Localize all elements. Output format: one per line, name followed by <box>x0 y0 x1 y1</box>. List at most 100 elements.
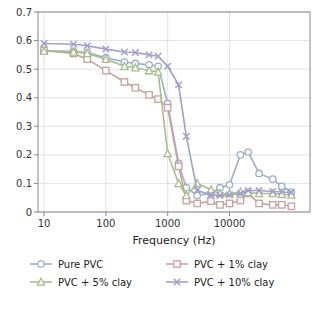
point <box>155 53 161 59</box>
point <box>237 190 243 196</box>
tick <box>34 183 38 184</box>
point <box>226 200 232 206</box>
grid-line <box>43 12 44 212</box>
data <box>40 40 295 209</box>
point <box>40 47 47 54</box>
tick-label: 0.3 <box>16 121 32 132</box>
tick-label: 0.5 <box>16 64 32 75</box>
point <box>288 189 294 195</box>
point <box>194 187 200 193</box>
point <box>41 47 47 53</box>
tick-label: 100 <box>96 218 115 229</box>
legend-marker <box>174 279 180 285</box>
point <box>183 133 189 139</box>
series <box>41 47 295 198</box>
tick-label: 0 <box>26 207 32 218</box>
tick-label: 10000 <box>214 218 246 229</box>
point <box>237 152 243 158</box>
point <box>175 180 182 187</box>
point <box>102 55 109 62</box>
point <box>132 64 139 71</box>
legend-item: PVC + 10% clay <box>166 277 274 288</box>
tick-label: 0.1 <box>16 178 32 189</box>
line <box>44 51 291 196</box>
tick <box>43 212 44 216</box>
tick <box>34 212 38 213</box>
point <box>226 182 232 188</box>
point <box>132 85 138 91</box>
point <box>279 183 285 189</box>
point <box>226 192 232 198</box>
point <box>270 176 276 182</box>
point <box>256 170 262 176</box>
point <box>121 49 127 55</box>
legend-item: PVC + 1% clay <box>166 259 268 270</box>
point <box>217 192 223 198</box>
point <box>270 202 276 208</box>
point <box>208 198 214 204</box>
point <box>164 150 171 157</box>
point <box>84 50 91 57</box>
tick <box>34 97 38 98</box>
line <box>44 51 291 195</box>
legend-marker <box>174 261 180 267</box>
point <box>256 187 262 193</box>
point <box>132 49 138 55</box>
legend-label: PVC + 1% clay <box>194 259 268 270</box>
chart: 00.10.20.30.40.50.60.710100100010000Freq… <box>0 0 320 320</box>
tick <box>229 212 230 216</box>
point <box>70 41 76 47</box>
point <box>84 43 90 49</box>
legend-label: PVC + 5% clay <box>58 277 132 288</box>
point <box>146 92 152 98</box>
point <box>194 200 200 206</box>
point <box>146 52 152 58</box>
point <box>121 62 128 69</box>
grid-line <box>38 40 310 41</box>
grid-line <box>38 183 310 184</box>
tick-label: 0.2 <box>16 149 32 160</box>
legend-label: Pure PVC <box>58 259 103 270</box>
point <box>288 203 294 209</box>
series <box>41 40 295 198</box>
tick <box>34 12 38 13</box>
plot-frame <box>38 12 310 212</box>
tick-label: 1000 <box>155 218 180 229</box>
point <box>270 188 276 194</box>
tick-label: 0.6 <box>16 35 32 46</box>
legend-label: PVC + 10% clay <box>194 277 274 288</box>
plot-area <box>38 12 310 212</box>
point <box>164 105 170 111</box>
point <box>84 49 90 55</box>
tick <box>34 40 38 41</box>
legend: Pure PVC PVC + 1% clay PVC + 5% clay PVC + … <box>30 259 274 288</box>
tick <box>167 212 168 216</box>
grid-line <box>105 12 106 212</box>
point <box>256 200 262 206</box>
point <box>175 82 181 88</box>
point <box>245 149 251 155</box>
point <box>145 67 152 74</box>
legend-marker <box>37 278 44 285</box>
point <box>103 46 109 52</box>
axes: 00.10.20.30.40.50.60.710100100010000 <box>16 7 310 230</box>
point <box>245 187 251 193</box>
point <box>183 192 190 199</box>
tick-label: 10 <box>38 218 51 229</box>
line <box>44 43 291 195</box>
point <box>164 63 170 69</box>
line <box>44 51 291 207</box>
tick <box>34 126 38 127</box>
legend-item: Pure PVC <box>30 259 103 270</box>
tick-label: 0.7 <box>16 7 32 18</box>
point <box>208 192 214 198</box>
legend-marker <box>38 261 44 267</box>
point <box>175 163 181 169</box>
point <box>41 40 47 46</box>
point <box>70 48 76 54</box>
grid-line <box>38 69 310 70</box>
point <box>237 197 243 203</box>
point <box>155 68 162 75</box>
point <box>121 79 127 85</box>
series <box>41 47 295 209</box>
